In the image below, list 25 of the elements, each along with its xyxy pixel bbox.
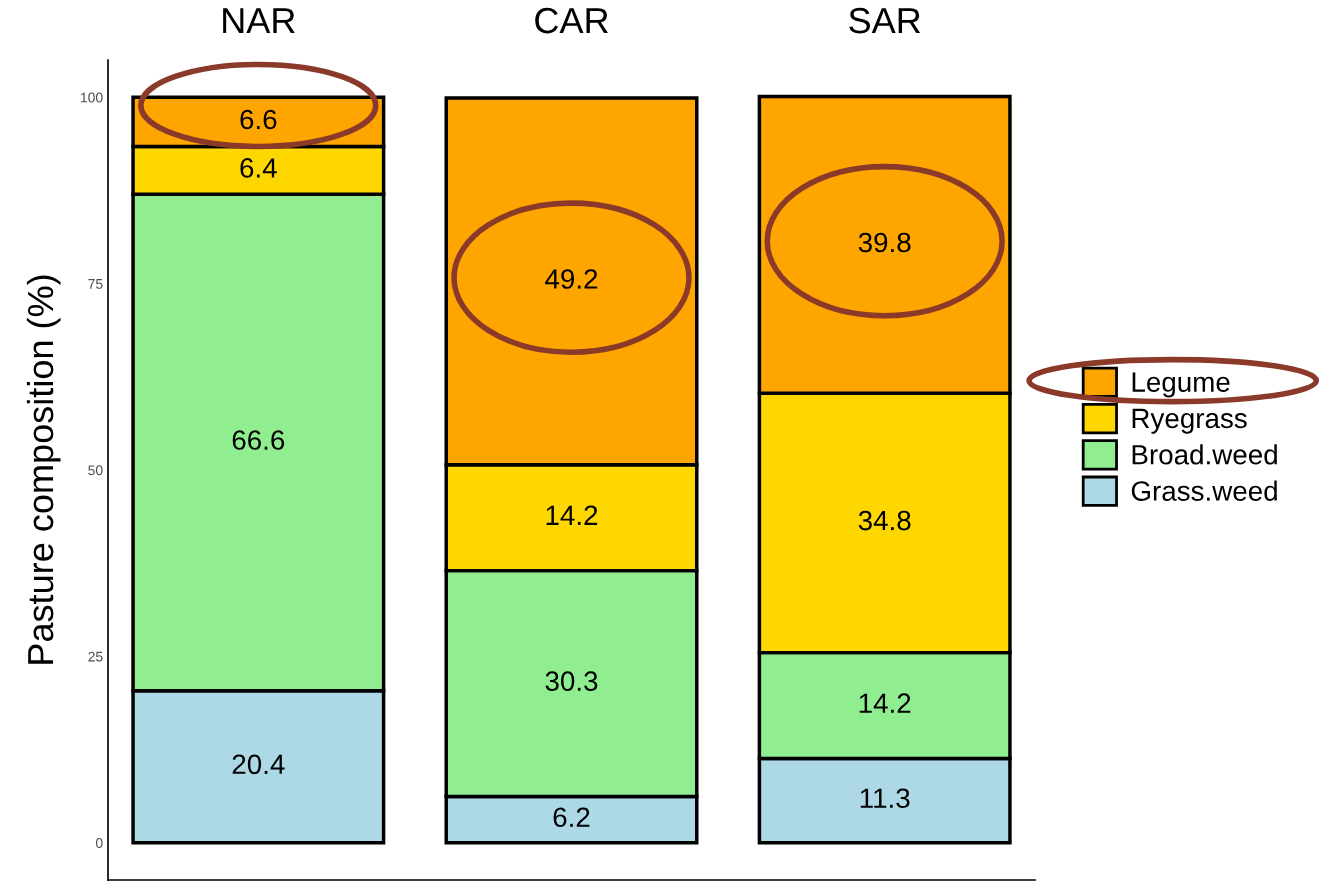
y-tick-label: 75 xyxy=(88,279,103,289)
legend-label: Broad.weed xyxy=(1132,444,1277,465)
legend-label: Ryegrass xyxy=(1132,408,1247,434)
x-tick-label: CAR xyxy=(535,7,608,34)
y-axis-title: Pasture composition (%) xyxy=(26,275,61,664)
x-tick-label: NAR xyxy=(223,8,295,34)
data-label: 14.2 xyxy=(546,505,598,525)
legend-label: Grass.weed xyxy=(1131,480,1277,501)
y-tick-label: 0 xyxy=(95,838,103,848)
data-label: 11.3 xyxy=(860,788,910,809)
y-tick-label: 25 xyxy=(88,651,103,662)
data-label: 39.8 xyxy=(858,232,911,253)
y-tick-label: 100 xyxy=(81,92,103,103)
data-label: 20.4 xyxy=(232,754,285,775)
x-tick-label: SAR xyxy=(849,7,921,34)
data-label: 6.2 xyxy=(553,807,590,828)
data-label: 14.2 xyxy=(859,693,911,713)
data-label: 66.6 xyxy=(232,430,285,450)
y-tick-label: 50 xyxy=(88,465,103,476)
data-label: 30.3 xyxy=(545,671,598,692)
data-label: 6.4 xyxy=(240,158,277,178)
data-label: 34.8 xyxy=(858,510,911,531)
data-label: 49.2 xyxy=(545,269,598,289)
legend-label: Legume xyxy=(1132,372,1230,398)
data-label: 6.6 xyxy=(240,109,277,130)
